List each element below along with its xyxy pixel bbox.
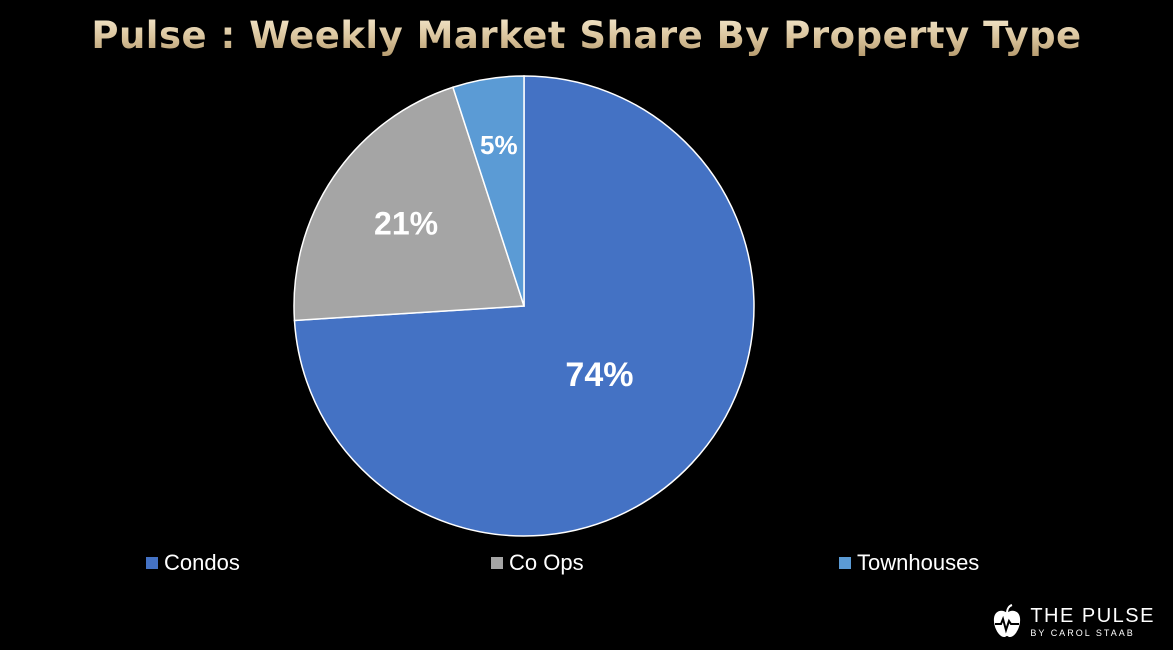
apple-heartbeat-icon bbox=[994, 604, 1021, 637]
legend-item-condos: Condos bbox=[146, 550, 240, 576]
legend-label-condos: Condos bbox=[164, 550, 240, 575]
legend-item-co-ops: Co Ops bbox=[491, 550, 584, 576]
logo-subtitle: BY CAROL STAAB bbox=[1030, 628, 1135, 638]
data-label-townhouses: 5% bbox=[480, 130, 518, 160]
brand-logo: THE PULSE BY CAROL STAAB bbox=[990, 604, 1155, 640]
data-label-co-ops: 21% bbox=[374, 205, 438, 241]
legend-swatch-townhouses bbox=[839, 557, 851, 569]
pie-slice-co-ops bbox=[293, 86, 526, 322]
pie-slice-townhouses bbox=[451, 75, 525, 307]
chart-title: Pulse : Weekly Market Share By Property … bbox=[0, 14, 1173, 57]
legend-label-townhouses: Townhouses bbox=[857, 550, 980, 575]
logo-name: THE PULSE bbox=[1030, 605, 1155, 627]
legend-swatch-condos bbox=[146, 557, 158, 569]
chart-legend: Condos Co Ops Townhouses bbox=[0, 550, 1173, 576]
legend-item-townhouses: Townhouses bbox=[839, 550, 979, 576]
legend-label-co-ops: Co Ops bbox=[509, 550, 584, 575]
data-label-condos: 74% bbox=[565, 356, 633, 394]
legend-swatch-co-ops bbox=[491, 557, 503, 569]
